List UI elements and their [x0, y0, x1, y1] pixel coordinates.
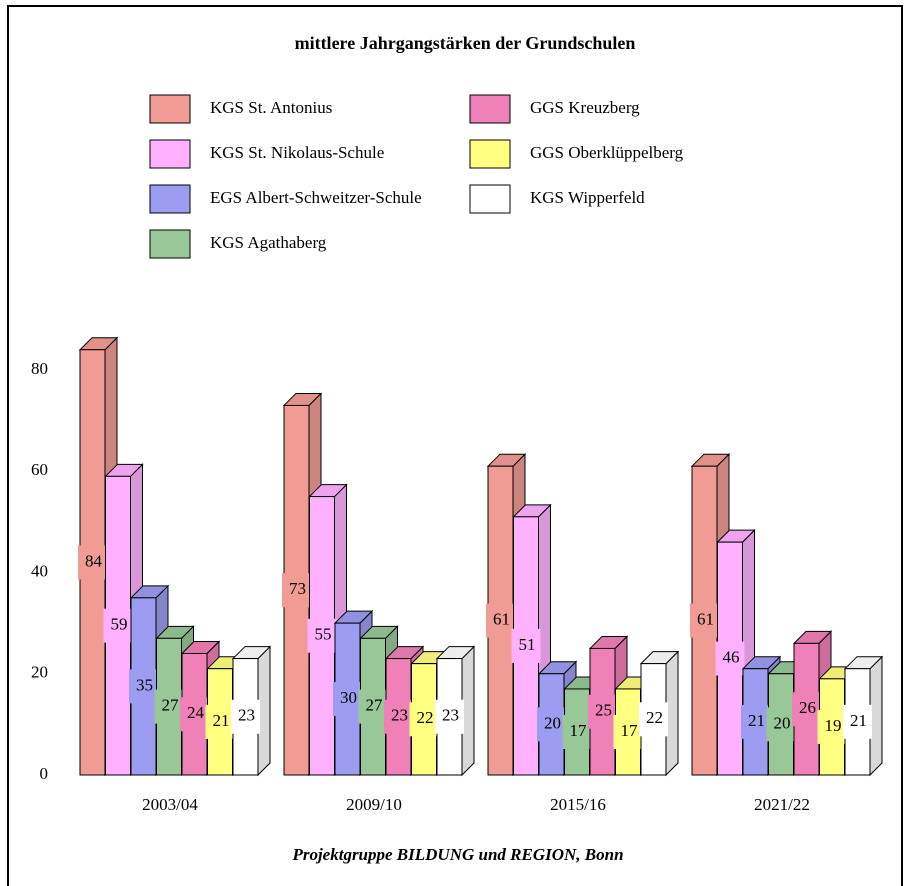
- y-tick-label: 80: [31, 359, 48, 378]
- legend-label: EGS Albert-Schweitzer-Schule: [210, 188, 422, 207]
- data-label: 20: [774, 713, 791, 732]
- frame: [7, 5, 903, 886]
- y-tick-label: 40: [31, 561, 48, 580]
- legend-label: KGS St. Antonius: [210, 98, 332, 117]
- data-label-bg: [154, 689, 184, 724]
- data-label: 20: [544, 713, 561, 732]
- x-tick-label: 2009/10: [346, 795, 402, 814]
- legend-swatch: [149, 94, 191, 124]
- data-label-bg: [78, 545, 107, 580]
- data-label-bg: [103, 608, 133, 643]
- legend-swatch: [469, 139, 511, 169]
- data-label-bg: [562, 714, 592, 749]
- data-label-bg: [231, 699, 260, 734]
- legend-swatch: [469, 184, 511, 214]
- data-label: 84: [85, 551, 103, 570]
- legend-label: KGS Wipperfeld: [530, 188, 645, 207]
- legend-label: KGS St. Nikolaus-Schule: [210, 143, 384, 162]
- y-tick-label: 0: [40, 764, 49, 783]
- legend-swatch: [469, 94, 511, 124]
- y-tick-label: 20: [31, 663, 48, 682]
- data-label-bg: [435, 699, 464, 734]
- data-label: 19: [825, 716, 842, 735]
- data-label-bg: [333, 682, 362, 717]
- data-label: 22: [646, 708, 663, 727]
- data-label: 35: [136, 675, 153, 694]
- data-label: 22: [417, 708, 434, 727]
- data-label: 61: [493, 610, 510, 629]
- data-label-bg: [409, 702, 439, 737]
- x-tick-label: 2003/04: [142, 795, 198, 814]
- data-label-bg: [180, 697, 209, 732]
- data-label: 51: [519, 635, 536, 654]
- data-label: 27: [162, 696, 180, 715]
- legend-swatch: [149, 139, 191, 169]
- data-label-bg: [792, 692, 821, 727]
- y-tick-label: 60: [31, 460, 48, 479]
- data-label-bg: [307, 618, 337, 653]
- data-label-bg: [129, 669, 158, 704]
- legend-label: GGS Kreuzberg: [530, 98, 640, 117]
- data-label-bg: [715, 641, 745, 676]
- chart-title: mittlere Jahrgangstärken der Grundschule…: [295, 33, 636, 53]
- data-label: 55: [315, 625, 332, 644]
- data-label: 46: [723, 647, 740, 666]
- data-label-bg: [511, 628, 541, 663]
- footer: Projektgruppe BILDUNG und REGION, Bonn: [291, 845, 623, 864]
- data-label-bg: [690, 603, 719, 638]
- legend-swatch: [149, 229, 191, 259]
- data-label: 17: [621, 721, 639, 740]
- data-label: 17: [570, 721, 588, 740]
- data-label: 21: [213, 711, 230, 730]
- data-label-bg: [588, 694, 617, 729]
- data-label-bg: [486, 603, 515, 638]
- data-label: 25: [595, 701, 612, 720]
- data-label-bg: [817, 709, 847, 744]
- data-label: 24: [187, 703, 205, 722]
- data-label: 23: [238, 706, 255, 725]
- data-label: 27: [366, 696, 384, 715]
- data-label: 30: [340, 688, 357, 707]
- data-label: 21: [850, 711, 867, 730]
- data-label: 23: [442, 706, 459, 725]
- x-tick-label: 2021/22: [754, 795, 810, 814]
- legend-swatch: [149, 184, 191, 214]
- data-label-bg: [843, 704, 872, 739]
- data-label-bg: [766, 707, 796, 742]
- x-tick-label: 2015/16: [550, 795, 606, 814]
- data-label: 73: [289, 579, 306, 598]
- legend-label: GGS Oberklüppelberg: [530, 143, 684, 162]
- legend-label: KGS Agathaberg: [210, 233, 327, 252]
- data-label: 26: [799, 698, 816, 717]
- data-label: 23: [391, 706, 408, 725]
- data-label-bg: [384, 699, 413, 734]
- data-label: 21: [748, 711, 765, 730]
- data-label: 61: [697, 610, 714, 629]
- data-label-bg: [613, 714, 643, 749]
- data-label-bg: [537, 707, 566, 742]
- data-label-bg: [358, 689, 388, 724]
- data-label-bg: [741, 704, 770, 739]
- data-label-bg: [205, 704, 235, 739]
- data-label-bg: [639, 702, 668, 737]
- data-label-bg: [282, 573, 311, 608]
- data-label: 59: [111, 615, 128, 634]
